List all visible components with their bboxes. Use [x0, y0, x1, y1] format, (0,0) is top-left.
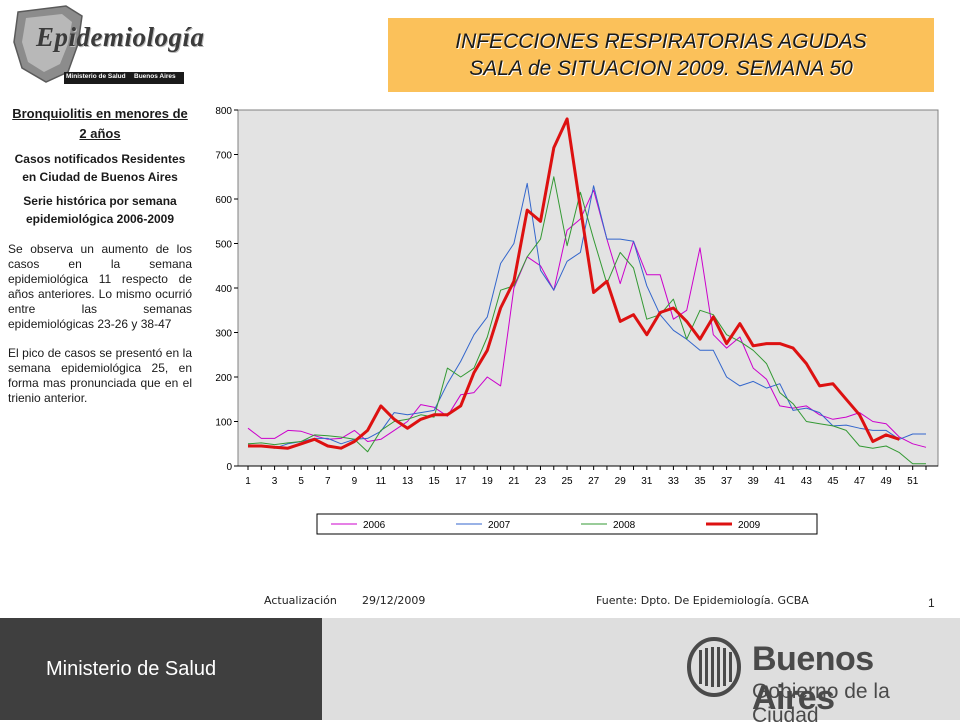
x-tick-label: 7 [325, 476, 331, 487]
x-tick-label: 9 [352, 476, 358, 487]
bottom-left-panel [0, 618, 322, 720]
x-tick-label: 23 [535, 476, 547, 487]
x-tick-label: 39 [748, 476, 760, 487]
y-axis: 0 100 200 300 400 500 600 700 800 [215, 106, 238, 473]
y-tick-label: 200 [215, 373, 232, 384]
x-tick-label: 21 [508, 476, 520, 487]
gobierno-subtitle: Gobierno de la Ciudad [752, 680, 890, 727]
logo-bar [64, 72, 184, 84]
legend-label-2008: 2008 [613, 520, 636, 531]
x-tick-label: 51 [907, 476, 919, 487]
ministerio-label: Ministerio de Salud [46, 658, 217, 680]
title-box: INFECCIONES RESPIRATORIAS AGUDAS SALA de… [388, 18, 934, 92]
bottom-right-panel [322, 618, 960, 720]
logo-title: Epidemiología [36, 22, 205, 52]
y-tick-label: 700 [215, 151, 232, 162]
cases-subheading: Casos notificados Residentes en Ciudad d… [14, 152, 186, 184]
update-date: 29/12/2009 [362, 594, 426, 607]
chart-legend: 2006 2007 2008 2009 [316, 513, 818, 535]
y-tick-label: 600 [215, 195, 232, 206]
x-tick-label: 1 [245, 476, 251, 487]
y-tick-label: 800 [215, 106, 232, 117]
x-tick-label: 13 [402, 476, 414, 487]
legend-label-2007: 2007 [488, 520, 511, 531]
x-tick-label: 27 [588, 476, 600, 487]
legend-label-2006: 2006 [363, 520, 386, 531]
legend-label-2009: 2009 [738, 520, 761, 531]
x-tick-label: 31 [641, 476, 653, 487]
peak-paragraph: El pico de casos se presentó en la seman… [8, 346, 192, 405]
x-tick-label: 29 [615, 476, 627, 487]
source-note: Fuente: Dpto. De Epidemiología. GCBA [596, 594, 809, 607]
x-tick-label: 33 [668, 476, 680, 487]
x-tick-label: 3 [272, 476, 278, 487]
series-subheading: Serie histórica por semana epidemiológic… [23, 194, 177, 226]
section-heading: Bronquiolitis en menores de 2 años [12, 106, 188, 141]
x-tick-label: 15 [429, 476, 441, 487]
series-line-2009 [248, 117, 900, 450]
series-line-2007 [247, 182, 926, 449]
y-tick-label: 500 [215, 240, 232, 251]
page-number: 1 [928, 596, 935, 610]
description-panel: Bronquiolitis en menores de 2 años Casos… [8, 104, 192, 406]
epidemiologia-logo [8, 4, 198, 92]
x-tick-label: 17 [455, 476, 467, 487]
x-tick-label: 25 [561, 476, 573, 487]
series-lines [247, 117, 927, 465]
logo-graphic [13, 5, 83, 83]
page-title-line1: INFECCIONES RESPIRATORIAS AGUDAS [455, 30, 867, 53]
legend-box [316, 513, 818, 535]
y-tick-label: 300 [215, 329, 232, 340]
x-tick-label: 11 [376, 476, 387, 487]
series-line-2008 [247, 176, 926, 465]
buenos-aires-emblem-icon [687, 637, 741, 697]
x-tick-label: 45 [827, 476, 839, 487]
plot-area [237, 109, 939, 467]
x-tick-label: 49 [881, 476, 893, 487]
x-tick-label: 41 [774, 476, 786, 487]
page-title-line2: SALA de SITUACION 2009. SEMANA 50 [469, 57, 853, 80]
buenos-aires-title: Buenos Aires [752, 640, 874, 717]
logo-ministerio-label: Ministerio de Salud [66, 73, 126, 80]
y-tick-label: 100 [215, 418, 232, 429]
x-tick-label: 47 [854, 476, 866, 487]
x-tick-label: 5 [298, 476, 304, 487]
x-axis: 1 3 5 7 9 11 13 15 17 19 21 23 25 27 29 31 33 35 37 39 41 43 4… [238, 465, 938, 487]
x-tick-label: 37 [721, 476, 733, 487]
y-tick-label: 400 [215, 284, 232, 295]
observation-paragraph: Se observa un aumento de los casos en la… [8, 242, 192, 331]
y-tick-label: 0 [226, 462, 232, 473]
logo-buenos-aires-label: Buenos Aires [134, 73, 176, 80]
x-tick-label: 43 [801, 476, 813, 487]
x-tick-label: 35 [694, 476, 706, 487]
x-tick-label: 19 [482, 476, 494, 487]
update-label: Actualización [264, 594, 337, 607]
